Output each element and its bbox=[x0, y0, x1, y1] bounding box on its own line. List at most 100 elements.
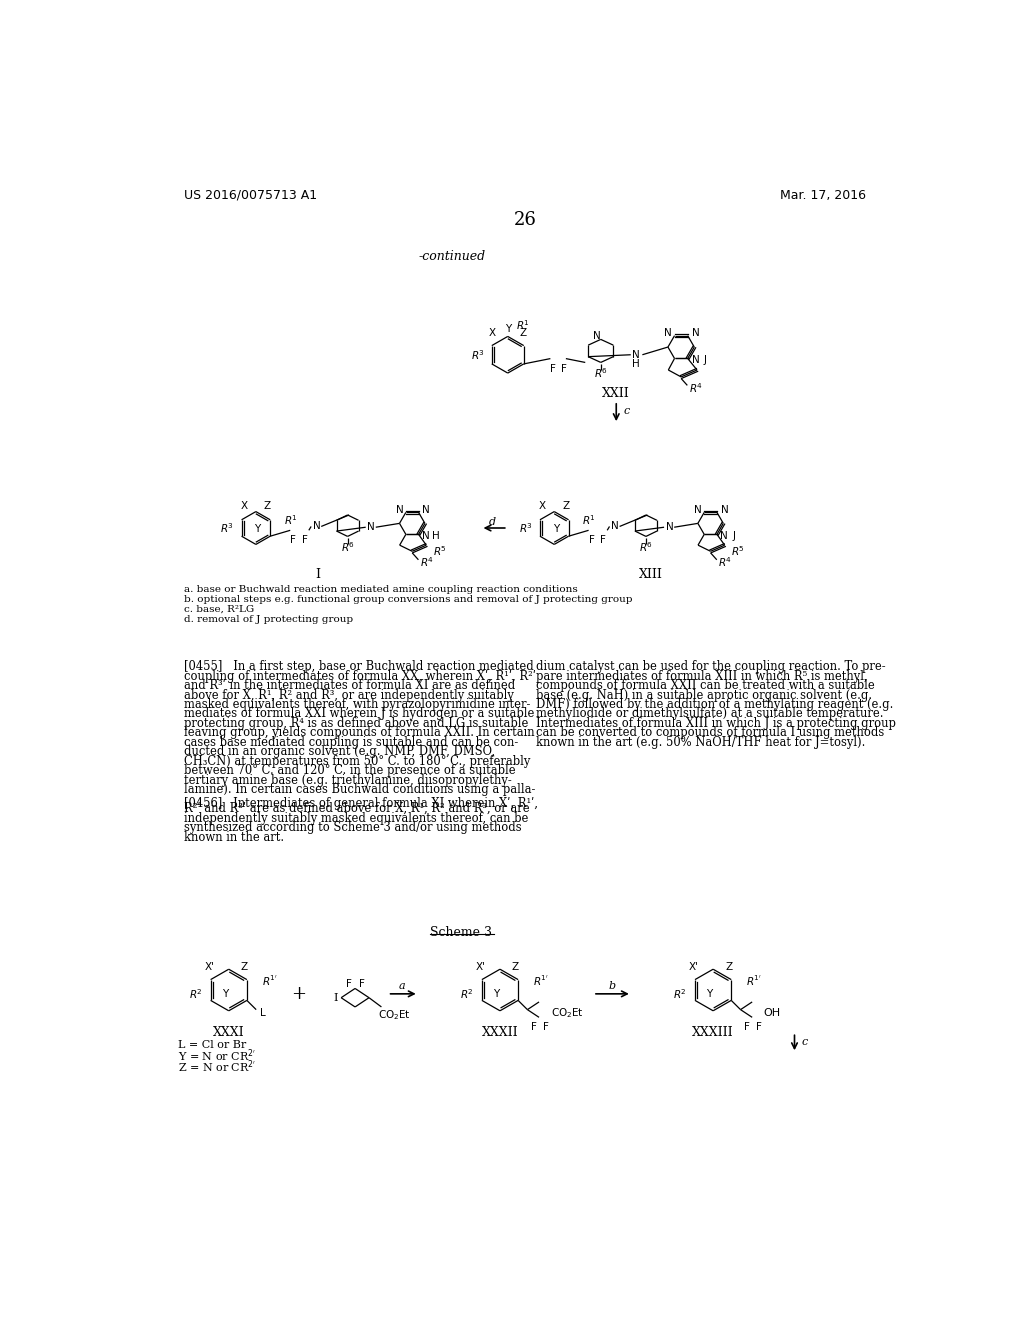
Text: X: X bbox=[539, 502, 546, 511]
Text: compounds of formula XXII can be treated with a suitable: compounds of formula XXII can be treated… bbox=[536, 678, 874, 692]
Text: $R^4$: $R^4$ bbox=[718, 556, 732, 569]
Text: [0455]   In a first step, base or Buchwald reaction mediated: [0455] In a first step, base or Buchwald… bbox=[183, 660, 534, 673]
Text: Y: Y bbox=[254, 524, 260, 533]
Text: Z: Z bbox=[241, 962, 248, 972]
Text: Y: Y bbox=[505, 325, 511, 334]
Text: Z = N or CR$^{2'}$: Z = N or CR$^{2'}$ bbox=[178, 1059, 257, 1076]
Text: 26: 26 bbox=[513, 211, 537, 228]
Text: independently suitably masked equivalents thereof, can be: independently suitably masked equivalent… bbox=[183, 812, 528, 825]
Text: $R^1$: $R^1$ bbox=[583, 513, 596, 527]
Text: $R^{1'}$: $R^{1'}$ bbox=[746, 974, 763, 987]
Text: Z: Z bbox=[512, 962, 519, 972]
Text: L = Cl or Br: L = Cl or Br bbox=[178, 1040, 247, 1051]
Text: b. optional steps e.g. functional group conversions and removal of J protecting : b. optional steps e.g. functional group … bbox=[183, 595, 632, 605]
Text: protecting group, R⁴ is as defined above and LG is suitable: protecting group, R⁴ is as defined above… bbox=[183, 717, 528, 730]
Text: Y: Y bbox=[493, 989, 500, 999]
Text: F: F bbox=[543, 1022, 549, 1031]
Text: Y: Y bbox=[553, 524, 559, 533]
Text: $R^6$: $R^6$ bbox=[639, 540, 653, 554]
Text: $R^3$: $R^3$ bbox=[471, 348, 485, 362]
Text: N: N bbox=[666, 523, 674, 532]
Text: N: N bbox=[423, 506, 430, 515]
Text: $R^2$: $R^2$ bbox=[188, 987, 203, 1001]
Text: synthesized according to Scheme 3 and/or using methods: synthesized according to Scheme 3 and/or… bbox=[183, 821, 521, 834]
Text: L: L bbox=[260, 1007, 266, 1018]
Text: F: F bbox=[302, 536, 308, 545]
Text: XIII: XIII bbox=[639, 568, 664, 581]
Text: d. removal of J protecting group: d. removal of J protecting group bbox=[183, 615, 353, 624]
Text: $R^1$: $R^1$ bbox=[515, 318, 529, 333]
Text: ducted in an organic solvent (e.g. NMP, DMF, DMSO,: ducted in an organic solvent (e.g. NMP, … bbox=[183, 746, 495, 758]
Text: N: N bbox=[396, 506, 403, 515]
Text: F: F bbox=[560, 364, 566, 375]
Text: N: N bbox=[593, 330, 601, 341]
Text: cases base mediated coupling is suitable and can be con-: cases base mediated coupling is suitable… bbox=[183, 735, 518, 748]
Text: N: N bbox=[721, 506, 728, 515]
Text: Y = N or CR$^{2'}$: Y = N or CR$^{2'}$ bbox=[178, 1048, 257, 1064]
Text: Y: Y bbox=[707, 989, 713, 999]
Text: -continued: -continued bbox=[419, 251, 485, 264]
Text: $R^2$: $R^2$ bbox=[460, 987, 473, 1001]
Text: N: N bbox=[611, 521, 618, 532]
Text: can be converted to compounds of formula I using methods: can be converted to compounds of formula… bbox=[536, 726, 884, 739]
Text: $R^3$: $R^3$ bbox=[220, 521, 234, 535]
Text: X': X' bbox=[475, 962, 485, 972]
Text: a: a bbox=[399, 981, 406, 991]
Text: $R^{1'}$: $R^{1'}$ bbox=[262, 974, 279, 987]
Text: c: c bbox=[802, 1036, 808, 1047]
Text: and R³ʹ in the intermediates of formula XI are as defined: and R³ʹ in the intermediates of formula … bbox=[183, 678, 515, 692]
Text: $R^4$: $R^4$ bbox=[420, 556, 434, 569]
Text: known in the art.: known in the art. bbox=[183, 830, 284, 843]
Text: H: H bbox=[432, 531, 439, 541]
Text: N: N bbox=[720, 531, 728, 541]
Text: between 70° C. and 120° C. in the presence of a suitable: between 70° C. and 120° C. in the presen… bbox=[183, 764, 515, 777]
Text: known in the art (e.g. 50% NaOH/THF heat for J=tosyl).: known in the art (e.g. 50% NaOH/THF heat… bbox=[536, 735, 865, 748]
Text: b: b bbox=[608, 981, 615, 991]
Text: $R^1$: $R^1$ bbox=[284, 513, 298, 527]
Text: R²ʹ and R³ʹ are as defined above for X, R¹, R² and R³, or are: R²ʹ and R³ʹ are as defined above for X, … bbox=[183, 803, 529, 816]
Text: $R^4$: $R^4$ bbox=[689, 380, 703, 395]
Text: $R^{1'}$: $R^{1'}$ bbox=[534, 974, 549, 987]
Text: OH: OH bbox=[764, 1008, 781, 1019]
Text: F: F bbox=[530, 1022, 537, 1031]
Text: masked equivalents thereof, with pyrazolopyrimidine inter-: masked equivalents thereof, with pyrazol… bbox=[183, 698, 530, 711]
Text: DMF) followed by the addition of a methylating reagent (e.g.: DMF) followed by the addition of a methy… bbox=[536, 698, 893, 711]
Text: a. base or Buchwald reaction mediated amine coupling reaction conditions: a. base or Buchwald reaction mediated am… bbox=[183, 585, 578, 594]
Text: X: X bbox=[488, 329, 496, 338]
Text: base (e.g. NaH) in a suitable aprotic organic solvent (e.g.: base (e.g. NaH) in a suitable aprotic or… bbox=[536, 689, 871, 701]
Text: c. base, R²LG: c. base, R²LG bbox=[183, 605, 254, 614]
Text: XXXIII: XXXIII bbox=[692, 1026, 734, 1039]
Text: $R^5$: $R^5$ bbox=[731, 544, 744, 558]
Text: Z: Z bbox=[562, 502, 569, 511]
Text: F: F bbox=[756, 1022, 762, 1031]
Text: H: H bbox=[632, 359, 640, 370]
Text: +: + bbox=[291, 985, 306, 1003]
Text: N: N bbox=[632, 350, 640, 360]
Text: Z: Z bbox=[264, 502, 271, 511]
Text: F: F bbox=[291, 536, 296, 545]
Text: N: N bbox=[422, 531, 429, 541]
Text: Mar. 17, 2016: Mar. 17, 2016 bbox=[780, 189, 866, 202]
Text: N: N bbox=[368, 523, 375, 532]
Text: F: F bbox=[600, 536, 606, 545]
Text: XXXII: XXXII bbox=[481, 1026, 518, 1039]
Text: pare intermediates of formula XIII in which R⁵ is methyl,: pare intermediates of formula XIII in wh… bbox=[536, 669, 867, 682]
Text: F: F bbox=[589, 536, 595, 545]
Text: F: F bbox=[743, 1022, 750, 1031]
Text: lamine). In certain cases Buchwald conditions using a palla-: lamine). In certain cases Buchwald condi… bbox=[183, 783, 536, 796]
Text: F: F bbox=[346, 979, 352, 989]
Text: leaving group, yields compounds of formula XXII. In certain: leaving group, yields compounds of formu… bbox=[183, 726, 535, 739]
Text: N: N bbox=[312, 521, 321, 532]
Text: Y: Y bbox=[222, 989, 228, 999]
Text: d: d bbox=[488, 517, 496, 527]
Text: CO$_2$Et: CO$_2$Et bbox=[378, 1007, 412, 1022]
Text: X': X' bbox=[689, 962, 698, 972]
Text: $R^6$: $R^6$ bbox=[341, 540, 354, 554]
Text: $R^2$: $R^2$ bbox=[673, 987, 687, 1001]
Text: coupling of intermediates of formula XX, wherein Xʹ, R¹ʹ, R²ʹ: coupling of intermediates of formula XX,… bbox=[183, 669, 536, 682]
Text: $R^6$: $R^6$ bbox=[594, 366, 608, 380]
Text: F: F bbox=[550, 364, 556, 375]
Text: dium catalyst can be used for the coupling reaction. To pre-: dium catalyst can be used for the coupli… bbox=[536, 660, 886, 673]
Text: [0456]   Intermediates of general formula XI wherein Xʹ, R¹ʹ,: [0456] Intermediates of general formula … bbox=[183, 796, 538, 809]
Text: $R^5$: $R^5$ bbox=[432, 544, 446, 558]
